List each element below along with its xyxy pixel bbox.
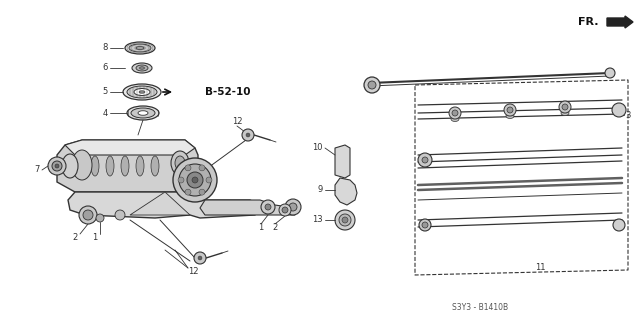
Ellipse shape — [125, 42, 155, 54]
Text: 3: 3 — [625, 110, 630, 120]
Ellipse shape — [127, 106, 159, 120]
Text: S3Y3 - B1410B: S3Y3 - B1410B — [452, 303, 508, 313]
Circle shape — [612, 103, 626, 117]
Circle shape — [342, 217, 348, 223]
Circle shape — [449, 107, 461, 119]
Polygon shape — [130, 192, 190, 215]
Circle shape — [96, 214, 104, 222]
Polygon shape — [335, 178, 357, 205]
Ellipse shape — [139, 91, 145, 93]
Circle shape — [178, 177, 184, 183]
Circle shape — [282, 207, 288, 213]
Ellipse shape — [131, 108, 155, 118]
Circle shape — [199, 165, 205, 171]
Circle shape — [192, 177, 198, 183]
Circle shape — [452, 110, 458, 116]
Text: B-52-10: B-52-10 — [205, 87, 250, 97]
Circle shape — [185, 189, 191, 195]
Circle shape — [206, 177, 212, 183]
Ellipse shape — [151, 156, 159, 176]
Polygon shape — [68, 192, 260, 218]
Ellipse shape — [136, 65, 148, 71]
Ellipse shape — [129, 44, 151, 52]
Circle shape — [422, 222, 428, 228]
Circle shape — [279, 204, 291, 216]
Text: 12: 12 — [188, 268, 198, 277]
Ellipse shape — [134, 88, 150, 95]
Polygon shape — [200, 200, 295, 215]
Circle shape — [199, 189, 205, 195]
Text: 9: 9 — [317, 186, 323, 195]
Circle shape — [559, 101, 571, 113]
Circle shape — [48, 157, 66, 175]
Ellipse shape — [175, 156, 185, 170]
Ellipse shape — [72, 150, 92, 180]
Circle shape — [179, 164, 211, 196]
Polygon shape — [57, 140, 198, 192]
Ellipse shape — [121, 156, 129, 176]
Circle shape — [79, 206, 97, 224]
Text: 6: 6 — [102, 63, 108, 72]
Circle shape — [364, 77, 380, 93]
Circle shape — [246, 133, 250, 137]
Ellipse shape — [62, 154, 78, 178]
Circle shape — [418, 153, 432, 167]
Polygon shape — [65, 140, 195, 155]
Circle shape — [562, 104, 568, 110]
Ellipse shape — [91, 156, 99, 176]
Ellipse shape — [140, 67, 145, 69]
Ellipse shape — [561, 110, 569, 115]
Circle shape — [504, 104, 516, 116]
Text: 1: 1 — [259, 224, 264, 233]
Circle shape — [198, 256, 202, 260]
Ellipse shape — [451, 116, 459, 122]
Circle shape — [242, 129, 254, 141]
Circle shape — [83, 210, 93, 220]
Ellipse shape — [136, 156, 144, 176]
Circle shape — [194, 252, 206, 264]
Text: 12: 12 — [232, 117, 243, 127]
Circle shape — [115, 210, 125, 220]
Text: 10: 10 — [312, 144, 323, 152]
Circle shape — [265, 204, 271, 210]
FancyArrow shape — [607, 16, 633, 28]
Circle shape — [339, 214, 351, 226]
Text: 5: 5 — [103, 87, 108, 97]
Ellipse shape — [506, 114, 514, 118]
Text: 13: 13 — [312, 216, 323, 225]
Ellipse shape — [106, 156, 114, 176]
Text: 11: 11 — [535, 263, 545, 272]
Circle shape — [507, 107, 513, 113]
Ellipse shape — [138, 111, 148, 115]
Circle shape — [419, 219, 431, 231]
Ellipse shape — [136, 47, 144, 49]
Circle shape — [613, 219, 625, 231]
Ellipse shape — [127, 86, 157, 98]
Ellipse shape — [171, 151, 189, 175]
Text: FR.: FR. — [578, 17, 598, 27]
Text: 4: 4 — [103, 108, 108, 117]
Circle shape — [55, 164, 59, 168]
Text: 2: 2 — [273, 224, 278, 233]
Circle shape — [285, 199, 301, 215]
Circle shape — [289, 203, 297, 211]
Circle shape — [187, 172, 203, 188]
Circle shape — [173, 158, 217, 202]
Text: 2: 2 — [72, 234, 77, 242]
Circle shape — [335, 210, 355, 230]
Text: 7: 7 — [35, 166, 40, 174]
Circle shape — [422, 157, 428, 163]
Circle shape — [185, 165, 191, 171]
Ellipse shape — [123, 84, 161, 100]
Polygon shape — [335, 145, 350, 178]
Ellipse shape — [132, 63, 152, 73]
Text: 8: 8 — [102, 43, 108, 53]
Circle shape — [261, 200, 275, 214]
Text: 1: 1 — [92, 234, 98, 242]
Circle shape — [52, 161, 62, 171]
Circle shape — [605, 68, 615, 78]
Circle shape — [368, 81, 376, 89]
